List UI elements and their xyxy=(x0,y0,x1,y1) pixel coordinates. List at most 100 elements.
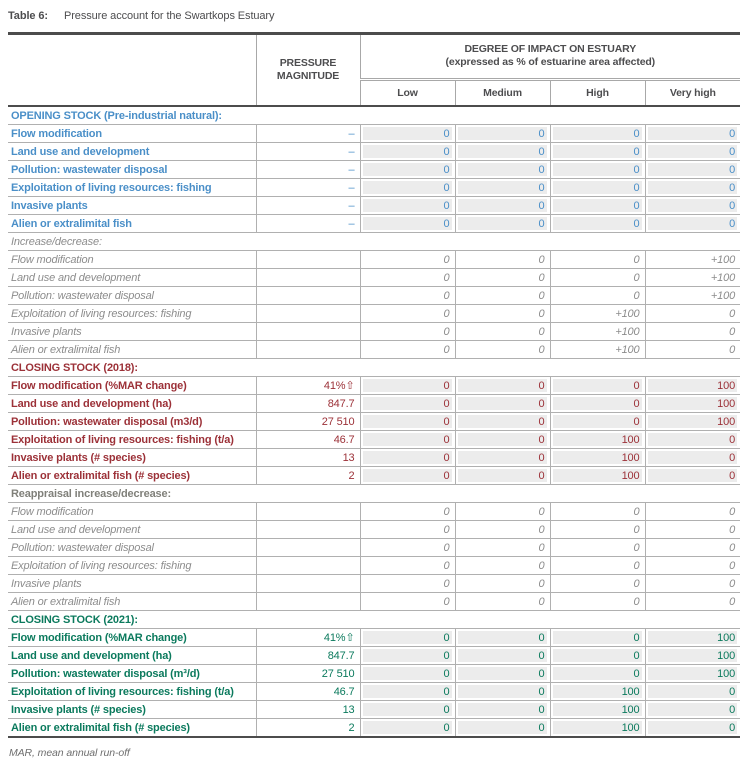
table-row: Pollution: wastewater disposal –0 0 0 0 xyxy=(8,160,741,179)
impact-value-very-high: 0 xyxy=(644,682,741,701)
section-row-reappraisal-increase-decrease: Reappraisal increase/decrease: xyxy=(8,484,741,503)
section-title-reappraisal-increase-decrease: Reappraisal increase/decrease: xyxy=(8,484,741,503)
impact-value-very-high: 100 xyxy=(644,628,741,647)
impact-value-high: 100 xyxy=(549,430,646,449)
impact-value-low: 0 xyxy=(359,322,456,341)
impact-group-subtitle: (expressed as % of estuarine area affect… xyxy=(445,56,656,68)
pressure-magnitude-value xyxy=(255,502,361,521)
impact-value-high: 0 xyxy=(549,394,646,413)
table-header: PRESSURE MAGNITUDE DEGREE OF IMPACT ON E… xyxy=(8,32,741,107)
impact-value-medium: 0 xyxy=(454,628,551,647)
impact-value-medium: 0 xyxy=(454,394,551,413)
row-label: Invasive plants (# species) xyxy=(8,448,257,467)
pressure-magnitude-value: – xyxy=(255,214,361,233)
impact-value-low: 0 xyxy=(359,592,456,611)
impact-value-high: 0 xyxy=(549,160,646,179)
impact-value-high: 0 xyxy=(549,556,646,575)
impact-value-low: 0 xyxy=(359,430,456,449)
table-row: Alien or extralimital fish 0 0 +100 0 xyxy=(8,340,741,359)
table-row: Land use and development (ha) 847.7 0 0 0 100 xyxy=(8,394,741,413)
impact-value-medium: 0 xyxy=(454,376,551,395)
impact-value-high: +100 xyxy=(549,304,646,323)
row-label: Land use and development (ha) xyxy=(8,646,257,665)
impact-value-medium: 0 xyxy=(454,142,551,161)
table-row: Land use and development 0 0 0 +100 xyxy=(8,268,741,287)
impact-value-medium: 0 xyxy=(454,664,551,683)
impact-value-high: +100 xyxy=(549,340,646,359)
impact-value-very-high: 0 xyxy=(644,142,741,161)
table-caption-number: Table 6: xyxy=(8,10,48,22)
impact-value-very-high: 0 xyxy=(644,574,741,593)
pressure-magnitude-value: 2 xyxy=(255,718,361,738)
impact-value-very-high: 0 xyxy=(644,430,741,449)
impact-value-very-high: 0 xyxy=(644,160,741,179)
column-header-medium: Medium xyxy=(454,79,551,107)
impact-value-medium: 0 xyxy=(454,682,551,701)
row-label: Alien or extralimital fish (# species) xyxy=(8,466,257,485)
impact-value-medium: 0 xyxy=(454,592,551,611)
pressure-magnitude-value: – xyxy=(255,160,361,179)
table-body: OPENING STOCK (Pre-industrial natural): F… xyxy=(8,105,741,738)
impact-value-high: 0 xyxy=(549,664,646,683)
section-title-closing-stock-2018: CLOSING STOCK (2018): xyxy=(8,358,741,377)
impact-value-medium: 0 xyxy=(454,250,551,269)
table-row: Land use and development –0 0 0 0 xyxy=(8,142,741,161)
section-title-opening-stock: OPENING STOCK (Pre-industrial natural): xyxy=(8,105,741,125)
row-label: Alien or extralimital fish xyxy=(8,340,257,359)
table-row: Flow modification –0 0 0 0 xyxy=(8,124,741,143)
impact-value-low: 0 xyxy=(359,448,456,467)
section-row-closing-stock-2021: CLOSING STOCK (2021): xyxy=(8,610,741,629)
table-row: Exploitation of living resources: fishin… xyxy=(8,556,741,575)
pressure-magnitude-value: – xyxy=(255,124,361,143)
impact-value-very-high: 0 xyxy=(644,322,741,341)
impact-value-medium: 0 xyxy=(454,556,551,575)
impact-value-high: 100 xyxy=(549,448,646,467)
row-label: Pollution: wastewater disposal xyxy=(8,160,257,179)
section-title-closing-stock-2021: CLOSING STOCK (2021): xyxy=(8,610,741,629)
impact-value-low: 0 xyxy=(359,520,456,539)
impact-value-low: 0 xyxy=(359,538,456,557)
row-label: Flow modification xyxy=(8,250,257,269)
impact-value-high: 0 xyxy=(549,412,646,431)
impact-value-low: 0 xyxy=(359,124,456,143)
impact-value-very-high: +100 xyxy=(644,250,741,269)
pressure-magnitude-value xyxy=(255,592,361,611)
impact-value-high: 0 xyxy=(549,628,646,647)
impact-value-medium: 0 xyxy=(454,430,551,449)
impact-levels-row: Low Medium High Very high xyxy=(8,79,741,107)
pressure-magnitude-value xyxy=(255,520,361,539)
impact-value-low: 0 xyxy=(359,142,456,161)
impact-value-very-high: 0 xyxy=(644,448,741,467)
column-header-low: Low xyxy=(359,79,456,107)
impact-value-low: 0 xyxy=(359,214,456,233)
impact-value-medium: 0 xyxy=(454,466,551,485)
impact-value-high: 0 xyxy=(549,592,646,611)
row-label: Flow modification (%MAR change) xyxy=(8,628,257,647)
pressure-magnitude-value xyxy=(255,286,361,305)
impact-value-very-high: 0 xyxy=(644,196,741,215)
pressure-account-table: PRESSURE MAGNITUDE DEGREE OF IMPACT ON E… xyxy=(8,32,741,738)
table-row: Pollution: wastewater disposal 0 0 0 0 xyxy=(8,538,741,557)
impact-value-very-high: +100 xyxy=(644,268,741,287)
pressure-magnitude-value: – xyxy=(255,178,361,197)
section-row-increase-decrease: Increase/decrease: xyxy=(8,232,741,251)
table-row: Alien or extralimital fish –0 0 0 0 xyxy=(8,214,741,233)
pressure-magnitude-header: PRESSURE MAGNITUDE xyxy=(255,32,361,107)
impact-value-low: 0 xyxy=(359,646,456,665)
column-header-very-high: Very high xyxy=(644,79,741,107)
section-row-closing-stock-2018: CLOSING STOCK (2018): xyxy=(8,358,741,377)
impact-group-header: DEGREE OF IMPACT ON ESTUARY (expressed a… xyxy=(359,32,741,81)
impact-value-very-high: 0 xyxy=(644,502,741,521)
impact-value-high: 100 xyxy=(549,718,646,738)
impact-value-low: 0 xyxy=(359,502,456,521)
impact-value-medium: 0 xyxy=(454,214,551,233)
table-row: Invasive plants (# species) 13 0 0 100 0 xyxy=(8,448,741,467)
impact-value-medium: 0 xyxy=(454,412,551,431)
row-label: Pollution: wastewater disposal xyxy=(8,286,257,305)
table-row: Flow modification 0 0 0 +100 xyxy=(8,250,741,269)
impact-value-very-high: 100 xyxy=(644,412,741,431)
impact-value-medium: 0 xyxy=(454,124,551,143)
row-label: Exploitation of living resources: fishin… xyxy=(8,556,257,575)
impact-value-medium: 0 xyxy=(454,268,551,287)
impact-value-medium: 0 xyxy=(454,196,551,215)
